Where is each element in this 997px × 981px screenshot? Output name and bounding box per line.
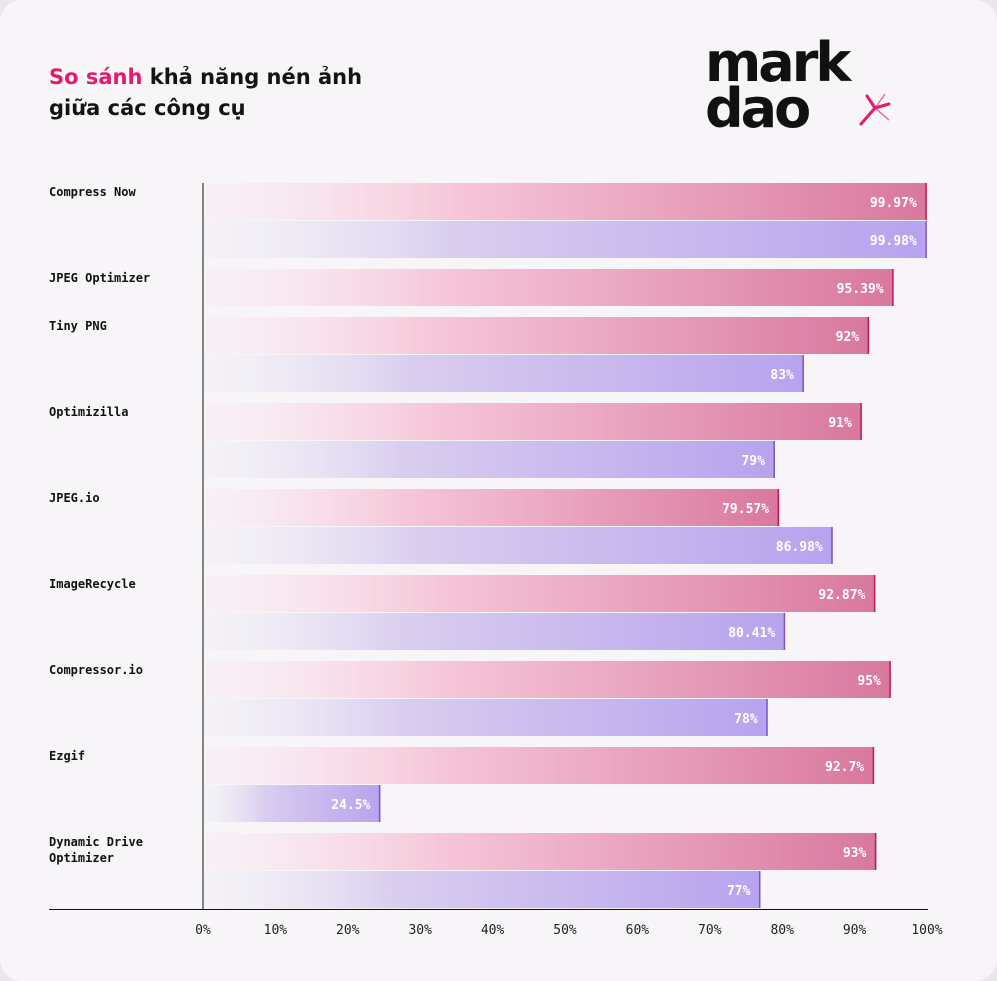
data-label: 99.97%: [870, 196, 917, 211]
bar-series-1: [204, 833, 877, 870]
title-highlight: So sánh: [49, 65, 143, 89]
data-label: 93%: [843, 846, 867, 861]
asterisk-icon: [859, 93, 891, 126]
bar-edge: [378, 785, 381, 822]
bar-series-1: [204, 269, 894, 306]
bar-series-2: [204, 699, 768, 736]
category-label: JPEG.io: [49, 491, 100, 505]
bar-series-1: [204, 403, 862, 440]
x-tick-label: 10%: [264, 923, 288, 938]
data-label: 92%: [836, 330, 860, 345]
x-tick-label: 90%: [843, 923, 867, 938]
title-line2: giữa các công cụ: [49, 96, 246, 120]
x-tick-label: 100%: [911, 923, 942, 938]
title-rest: khả năng nén ảnh: [142, 65, 363, 89]
bar-series-1: [204, 183, 927, 220]
bar-edge: [783, 613, 786, 650]
bar-edge: [773, 441, 775, 478]
bar-edge: [867, 317, 870, 354]
bar-edge: [925, 221, 927, 258]
data-label: 83%: [770, 368, 794, 383]
x-tick-label: 0%: [195, 923, 211, 938]
category-label: Dynamic Drive: [49, 835, 143, 849]
bar-edge: [925, 183, 927, 220]
data-label: 92.87%: [818, 588, 865, 603]
bar-series-2: [204, 355, 804, 392]
data-label: 24.5%: [331, 798, 370, 813]
data-label: 95%: [857, 674, 881, 689]
bar-series-2: [204, 527, 833, 564]
data-label: 91%: [828, 416, 852, 431]
bar-edge: [860, 403, 862, 440]
bar-edge: [802, 355, 804, 392]
bar-edge: [831, 527, 833, 564]
bar-edge: [872, 747, 875, 784]
data-label: 92.7%: [825, 760, 864, 775]
category-label: ImageRecycle: [49, 577, 136, 591]
bar-edge: [874, 833, 877, 870]
logo-line2: dao: [705, 77, 811, 140]
chart-title: So sánh khả năng nén ảnh giữa các công c…: [49, 62, 362, 124]
bar-edge: [892, 269, 894, 306]
category-label: JPEG Optimizer: [49, 271, 150, 285]
x-tick-label: 60%: [626, 923, 650, 938]
data-label: 78%: [734, 712, 758, 727]
x-tick-label: 20%: [336, 923, 360, 938]
x-tick-label: 30%: [408, 923, 432, 938]
data-label: 79%: [741, 454, 765, 469]
bar-series-1: [204, 747, 875, 784]
category-label: Optimizilla: [49, 405, 128, 419]
data-label: 86.98%: [776, 540, 823, 555]
data-label: 99.98%: [870, 234, 917, 249]
bar-series-1: [204, 317, 870, 354]
x-tick-label: 40%: [481, 923, 505, 938]
x-tick-label: 70%: [698, 923, 722, 938]
brand-logo: mark dao: [705, 31, 891, 140]
data-label: 77%: [727, 884, 751, 899]
bar-edge: [766, 699, 768, 736]
bar-edge: [777, 489, 780, 526]
bar-series-2: [204, 871, 761, 908]
category-label: Compress Now: [49, 185, 136, 199]
x-tick-label: 80%: [770, 923, 794, 938]
category-label: Optimizer: [49, 851, 114, 865]
bar-series-1: [204, 661, 891, 698]
bar-edge: [758, 871, 761, 908]
bar-series-2: [204, 613, 786, 650]
category-label: Ezgif: [49, 749, 85, 763]
x-tick-label: 50%: [553, 923, 577, 938]
data-label: 80.41%: [728, 626, 775, 641]
category-label: Tiny PNG: [49, 319, 107, 333]
data-label: 95.39%: [837, 282, 884, 297]
bar-series-2: [204, 441, 775, 478]
bar-series-2: [204, 221, 927, 258]
bar-edge: [889, 661, 891, 698]
data-label: 79.57%: [722, 502, 769, 517]
bar-series-1: [204, 575, 876, 612]
bar-series-2: [204, 785, 381, 822]
category-label: Compressor.io: [49, 663, 143, 677]
bar-edge: [873, 575, 876, 612]
logo-line1: mark: [705, 31, 851, 94]
bar-series-1: [204, 489, 780, 526]
